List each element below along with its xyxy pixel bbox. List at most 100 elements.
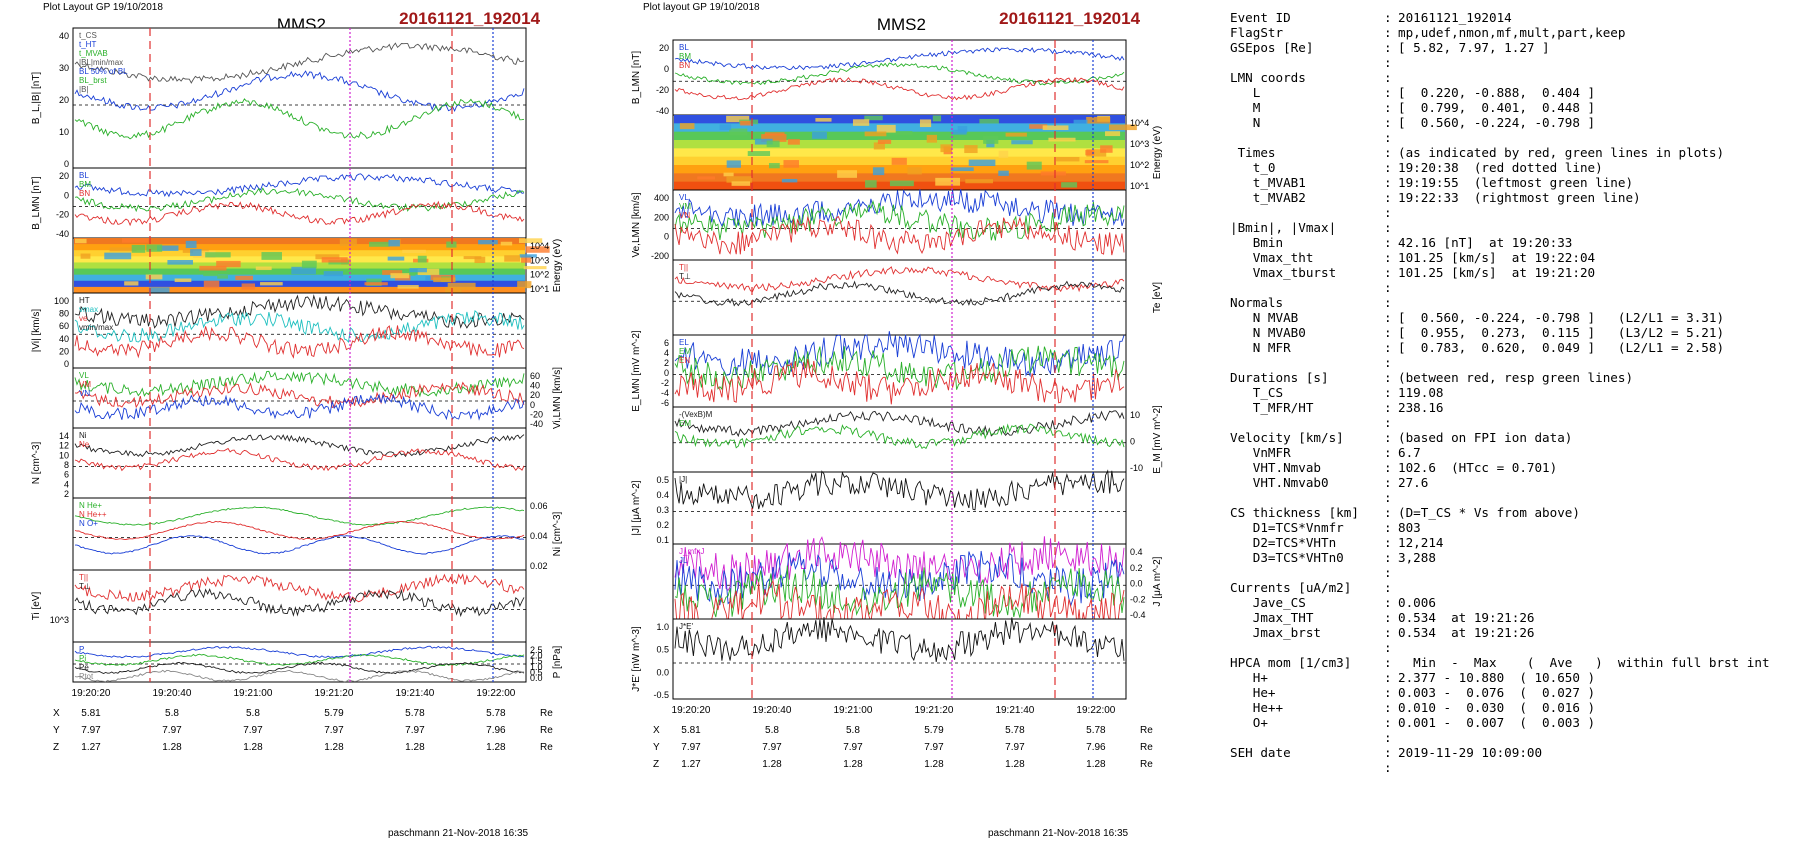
spectrogram-blob <box>1011 140 1033 145</box>
summary-key: N MVAB0 <box>1230 325 1306 340</box>
summary-colon: : <box>1384 685 1392 700</box>
legend-entry: VL <box>679 193 689 202</box>
summary-key: He+ <box>1230 685 1276 700</box>
summary-key: Velocity [km/s] <box>1230 430 1344 445</box>
ephemeris-value: 5.81 <box>681 725 701 736</box>
time-tick-label: 19:20:20 <box>72 688 111 699</box>
spectrogram-blob <box>1042 125 1069 131</box>
y-axis-label: Vi,LMN [km/s] <box>552 367 563 429</box>
spectrogram-blob <box>260 282 283 286</box>
summary-colon: : <box>1384 175 1392 190</box>
summary-value: 0.010 - 0.030 ( 0.016 ) <box>1398 700 1596 715</box>
panel-frame <box>672 406 1127 473</box>
ephemeris-value: 5.79 <box>924 725 944 736</box>
spectrogram-blob <box>950 167 974 172</box>
y-axis-label: Energy (eV) <box>552 239 563 292</box>
spectrogram-blob <box>864 115 883 121</box>
y-tick-label: 10^4 <box>1130 118 1149 128</box>
spectrogram-blob <box>521 255 532 263</box>
summary-key: N MFR <box>1230 340 1291 355</box>
summary-key: O+ <box>1230 715 1268 730</box>
spectrogram-blob <box>241 283 256 290</box>
legend-entry: J_mfxJ <box>679 547 704 556</box>
time-tick-label: 19:21:20 <box>314 688 353 699</box>
summary-colon: : <box>1384 295 1392 310</box>
summary-value: 102.6 (HTcc = 0.701) <box>1398 460 1558 475</box>
spectrogram-blob <box>957 126 968 133</box>
y-tick-label: 0 <box>664 368 669 378</box>
y-tick-label: 10^3 <box>50 615 69 625</box>
y-tick-label: 10 <box>1130 410 1140 420</box>
trace-line <box>674 266 1125 293</box>
summary-colon: : <box>1384 610 1392 625</box>
spectrogram-band <box>674 140 1125 149</box>
legend-entry: N He+ <box>79 501 102 510</box>
time-tick-label: 19:21:20 <box>914 705 953 716</box>
ephemeris-value: 5.8 <box>165 708 179 719</box>
panel-7: 0.5 0.4 0.3 0.2 0.1 |J| [μA m^-2] |J| <box>631 469 1127 545</box>
legend-entry: VN <box>79 389 90 398</box>
y-axis-label: |J| [μA m^-2] <box>631 480 642 535</box>
legend-entry: T⊥ <box>679 272 691 281</box>
spectrogram-blob <box>364 282 388 286</box>
legend-entry: T|| <box>79 573 88 582</box>
spectrogram-blob <box>940 144 952 153</box>
ephemeris-label: X <box>653 725 660 736</box>
spectrogram-blob <box>387 256 405 261</box>
spectrogram-blob <box>877 139 892 144</box>
spectrogram-blob <box>731 181 751 186</box>
panel-frame <box>672 39 1127 116</box>
y-tick-label: 0.3 <box>656 505 669 515</box>
spectrogram-blob <box>397 285 419 289</box>
spectrogram-blob <box>1084 160 1109 164</box>
legend-entry: vmax <box>79 305 98 314</box>
event-summary-panel: Event ID: 20161121_192014 FlagStr: mp,udef,… <box>1230 10 1800 810</box>
y-tick-label: 0 <box>64 359 69 369</box>
spectrogram-blob <box>761 134 787 142</box>
spectrogram-band <box>74 244 525 251</box>
spectrogram-blob <box>747 151 771 157</box>
summary-value: 0.534 at 19:21:26 <box>1398 625 1535 640</box>
spectrogram-blob <box>965 179 994 184</box>
summary-colon: : <box>1384 565 1392 580</box>
legend-entry: BM <box>79 180 91 189</box>
spectrogram-blob <box>131 244 146 253</box>
legend-entry: BL 50% of BL <box>79 67 128 76</box>
spectrogram-blob <box>446 241 457 248</box>
spectrogram-blob <box>1056 157 1080 162</box>
y-tick-label: 2 <box>64 489 69 499</box>
summary-value: 6.7 <box>1398 445 1421 460</box>
legend-entry: |J| <box>679 475 687 484</box>
legend-entry: t_CS <box>79 31 97 40</box>
summary-colon: : <box>1384 265 1392 280</box>
spectrogram-blob <box>203 280 220 289</box>
summary-value: (as indicated by red, green lines in plo… <box>1398 145 1725 160</box>
spectrogram-blob <box>837 170 858 178</box>
summary-key: M <box>1230 100 1261 115</box>
summary-colon: : <box>1384 475 1392 490</box>
panelB-column: Plot layout GP 19/10/2018 MMS2 20161121_19… <box>631 2 1163 839</box>
ephemeris-value: 5.79 <box>324 708 344 719</box>
y-tick-label: -2 <box>661 378 669 388</box>
legend-entry: T|| <box>679 263 688 272</box>
ephemeris-value: 7.97 <box>1005 742 1025 753</box>
summary-colon: : <box>1384 145 1392 160</box>
summary-key: T_MFR/HT <box>1230 400 1314 415</box>
y-tick-label: 0.06 <box>530 501 548 511</box>
summary-colon: : <box>1384 580 1392 595</box>
ephemeris-value: 5.8 <box>846 725 860 736</box>
time-tick-label: 19:22:00 <box>1076 705 1115 716</box>
y-tick-label: -20 <box>530 409 543 419</box>
ephemeris-unit: Re <box>1140 759 1153 770</box>
summary-colon: : <box>1384 670 1392 685</box>
spectrogram-blob <box>104 252 132 260</box>
ephemeris-value: 1.28 <box>324 742 344 753</box>
summary-colon: : <box>1384 130 1392 145</box>
y-tick-label: 0.2 <box>656 520 669 530</box>
trace-line <box>674 579 1125 635</box>
